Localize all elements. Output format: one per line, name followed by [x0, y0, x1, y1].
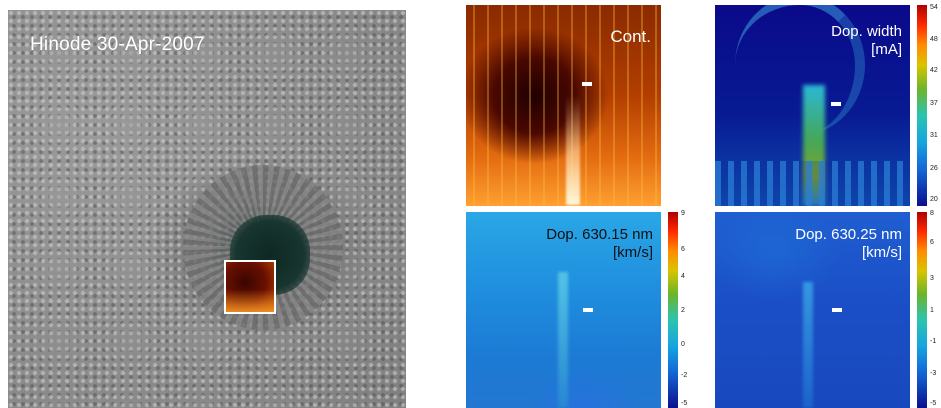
- colorbar-tick: 1: [930, 307, 934, 314]
- doppler-630-25-panel: Dop. 630.25 nm [km/s]: [715, 212, 910, 408]
- colorbar-tick: 3: [930, 275, 934, 282]
- colorbar-tick: 4: [681, 273, 685, 280]
- doppler-630-15-label-line1: Dop. 630.15 nm: [546, 226, 653, 243]
- doppler-630-25-colorbar: [917, 212, 927, 408]
- colorbar-tick: 42: [930, 67, 938, 74]
- colorbar-tick: 2: [681, 307, 685, 314]
- doppler-width-panel: Dop. width [mA]: [715, 5, 910, 206]
- doppler-630-15-panel: Dop. 630.15 nm [km/s]: [466, 212, 661, 408]
- colorbar-tick: 37: [930, 100, 938, 107]
- colorbar-tick: -1: [930, 338, 937, 345]
- colorbar-tick: 0: [681, 341, 685, 348]
- position-marker: [832, 308, 842, 312]
- width-arc: [735, 5, 865, 135]
- zoom-region-inset: [224, 260, 276, 314]
- continuum-panel: Cont.: [466, 5, 661, 206]
- colorbar-tick: -2: [681, 372, 688, 379]
- colorbar-tick: 26: [930, 165, 938, 172]
- colorbar-tick: 54: [930, 4, 938, 11]
- doppler-630-25-label: Dop. 630.25 nm [km/s]: [795, 226, 902, 262]
- doppler-630-25-label-line2: [km/s]: [862, 244, 902, 261]
- overview-title: Hinode 30-Apr-2007: [30, 34, 205, 55]
- colorbar-tick: 48: [930, 36, 938, 43]
- doppler-streak: [803, 282, 813, 408]
- doppler-streak: [558, 272, 568, 408]
- colorbar-tick: -5: [681, 400, 688, 407]
- doppler-width-label: Dop. width [mA]: [831, 23, 902, 59]
- colorbar-tick: 8: [930, 210, 934, 217]
- width-granulation: [715, 161, 910, 206]
- colorbar-tick: -5: [930, 400, 937, 407]
- colorbar-tick: 20: [930, 196, 938, 203]
- doppler-width-colorbar: [917, 5, 927, 206]
- doppler-630-25-label-line1: Dop. 630.25 nm: [795, 226, 902, 243]
- position-marker: [831, 102, 841, 106]
- position-marker: [583, 308, 593, 312]
- colorbar-tick: 6: [930, 239, 934, 246]
- doppler-width-label-line2: [mA]: [871, 41, 902, 58]
- doppler-630-15-colorbar: [668, 212, 678, 408]
- doppler-630-15-label-line2: [km/s]: [613, 244, 653, 261]
- colorbar-tick: 31: [930, 132, 938, 139]
- position-marker: [582, 82, 592, 86]
- sunspot-overview-image: Hinode 30-Apr-2007: [8, 10, 406, 408]
- colorbar-tick: -3: [930, 370, 937, 377]
- bright-streak: [566, 95, 580, 205]
- continuum-label: Cont.: [610, 27, 651, 46]
- colorbar-tick: 6: [681, 246, 685, 253]
- doppler-630-15-label: Dop. 630.15 nm [km/s]: [546, 226, 653, 262]
- doppler-width-label-line1: Dop. width: [831, 23, 902, 40]
- colorbar-tick: 9: [681, 210, 685, 217]
